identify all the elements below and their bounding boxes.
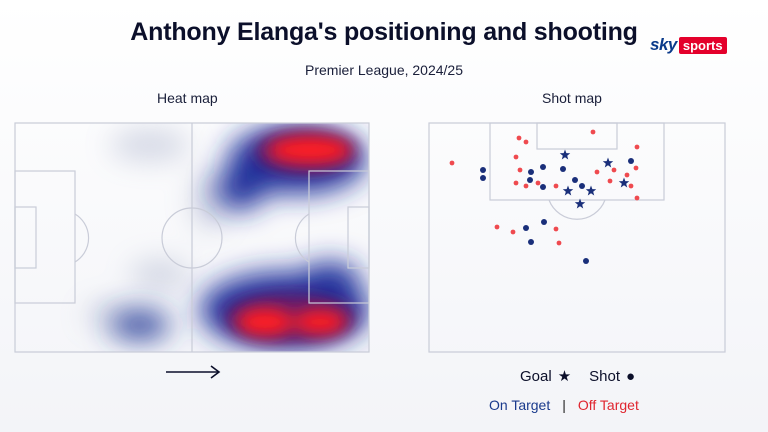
- goal-star-marker: [585, 185, 597, 196]
- shot-off-target-marker: [523, 183, 529, 189]
- heat-blobs: [85, 126, 369, 348]
- shot-markers: [449, 129, 640, 264]
- shot-off-target-marker: [634, 144, 640, 150]
- shot-on-target-marker: [528, 239, 534, 245]
- shot-off-target-marker: [590, 129, 596, 135]
- shot-on-target-marker: [560, 166, 566, 172]
- heat-map-label: Heat map: [157, 90, 218, 106]
- legend-goal-label: Goal: [520, 367, 552, 385]
- shot-off-target-marker: [513, 180, 519, 186]
- shot-on-target-marker: [540, 164, 546, 170]
- shot-off-target-marker: [449, 160, 455, 166]
- shot-off-target-marker: [553, 226, 559, 232]
- shot-on-target-marker: [528, 169, 534, 175]
- shot-on-target-marker: [480, 167, 486, 173]
- legend-on-target: On Target: [489, 397, 551, 413]
- logo-sports-text: sports: [678, 36, 727, 54]
- shot-off-target-marker: [611, 167, 617, 173]
- shot-off-target-marker: [633, 165, 639, 171]
- heat-pitch-lines: [14, 122, 370, 353]
- shot-on-target-marker: [480, 175, 486, 181]
- shot-off-target-marker: [634, 195, 640, 201]
- shot-off-target-marker: [513, 154, 519, 160]
- shot-pitch-lines: [428, 122, 726, 353]
- shot-off-target-marker: [624, 172, 630, 178]
- shot-on-target-marker: [572, 177, 578, 183]
- chart-subtitle: Premier League, 2024/25: [305, 62, 463, 78]
- direction-arrow-icon: [166, 365, 221, 379]
- shot-off-target-marker: [556, 240, 562, 246]
- color-legend: On Target | Off Target: [489, 397, 639, 413]
- shot-off-target-marker: [594, 169, 600, 175]
- logo-sky-text: sky: [650, 35, 677, 54]
- legend-separator: |: [562, 397, 566, 413]
- shot-off-target-marker: [535, 180, 541, 186]
- goal-star-marker: [562, 185, 574, 196]
- shot-off-target-marker: [510, 229, 516, 235]
- shot-off-target-marker: [523, 139, 529, 145]
- shot-on-target-marker: [523, 225, 529, 231]
- shot-on-target-marker: [579, 183, 585, 189]
- chart-title: Anthony Elanga's positioning and shootin…: [130, 18, 638, 46]
- shot-on-target-marker: [628, 158, 634, 164]
- shape-legend: Goal ★ Shot ●: [520, 367, 636, 386]
- shot-map-label: Shot map: [542, 90, 602, 106]
- goal-star-marker: [602, 157, 614, 168]
- legend-off-target: Off Target: [577, 397, 639, 413]
- legend-shot-label: Shot: [589, 367, 620, 385]
- shot-on-target-marker: [541, 219, 547, 225]
- shot-off-target-marker: [494, 224, 500, 230]
- shot-off-target-marker: [607, 178, 613, 184]
- legend-shot-dot-icon: ●: [626, 367, 636, 385]
- goal-star-marker: [559, 149, 571, 160]
- shot-off-target-marker: [628, 183, 634, 189]
- shot-off-target-marker: [516, 135, 522, 141]
- shot-on-target-marker: [583, 258, 589, 264]
- shot-on-target-marker: [540, 184, 546, 190]
- goal-star-marker: [574, 198, 586, 209]
- goal-star-marker: [618, 177, 630, 188]
- shot-off-target-marker: [517, 167, 523, 173]
- shot-off-target-marker: [553, 183, 559, 189]
- legend-goal-star-icon: ★: [557, 368, 572, 385]
- sky-sports-logo: sky sports: [650, 35, 727, 55]
- shot-on-target-marker: [527, 177, 533, 183]
